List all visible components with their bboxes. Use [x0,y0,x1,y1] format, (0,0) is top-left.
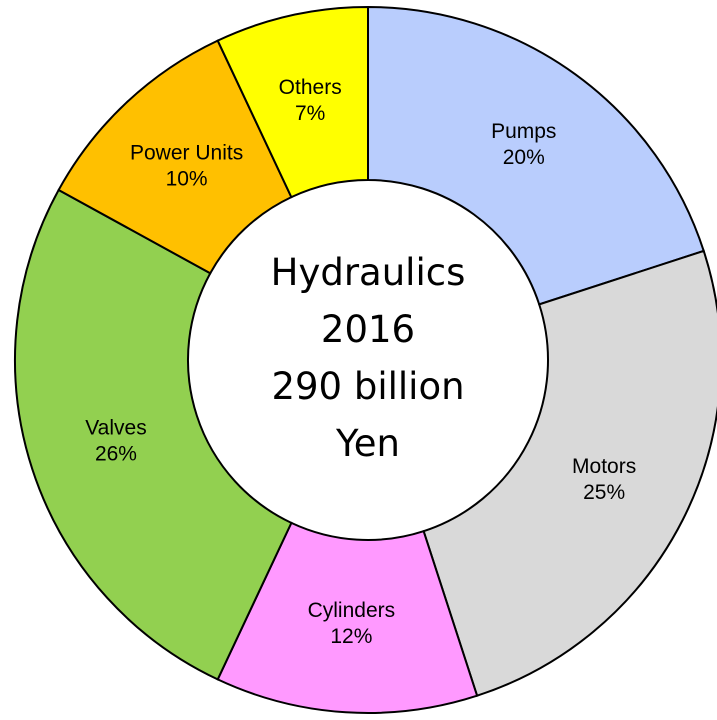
segment-value: 12% [330,625,372,648]
segment-name: Power Units [130,141,243,164]
donut-segment [14,188,293,681]
donut-segment [216,5,369,199]
center-label: Yen [335,422,400,465]
center-label: 290 billion [271,365,464,408]
segment-name: Others [279,76,342,99]
segment-value: 26% [95,442,137,465]
segment-value: 20% [503,146,545,169]
center-label: 2016 [321,308,415,351]
donut-segment [367,5,705,306]
segment-name: Motors [572,455,636,478]
segment-name: Valves [85,416,146,439]
center-label: Hydraulics [271,251,466,294]
segment-name: Cylinders [308,599,396,622]
segment-name: Pumps [491,120,556,143]
segment-value: 10% [166,167,208,190]
segment-value: 7% [295,102,325,125]
segment-value: 25% [583,481,625,504]
donut-segment [422,249,717,697]
